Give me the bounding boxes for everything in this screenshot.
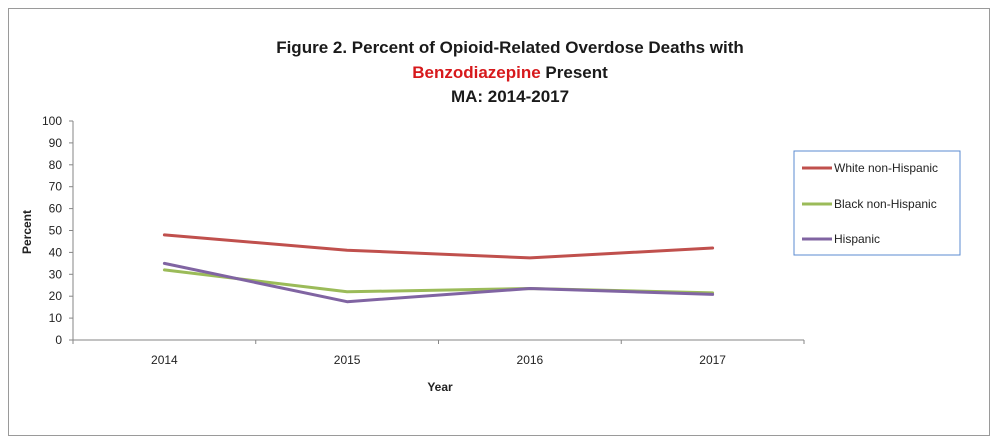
y-tick-label: 90 (49, 136, 63, 150)
x-axis-title: Year (427, 380, 453, 394)
y-tick-label: 100 (42, 114, 62, 128)
x-tick-label: 2017 (699, 353, 726, 367)
x-tick-label: 2016 (517, 353, 544, 367)
y-tick-label: 40 (49, 245, 63, 259)
y-tick-label: 80 (49, 158, 63, 172)
y-axis-title: Percent (20, 210, 34, 254)
legend: White non-Hispanic Black non-Hispanic Hisp… (793, 150, 961, 256)
legend-label-white-non-hispanic: White non-Hispanic (834, 161, 938, 175)
y-tick-label: 0 (55, 333, 62, 347)
legend-label-hispanic: Hispanic (834, 232, 880, 246)
chart-title-line-3: MA: 2014-2017 (451, 87, 569, 106)
y-tick-label: 50 (49, 224, 63, 238)
x-tick-label: 2015 (334, 353, 361, 367)
chart-title-line-2: Benzodiazepine Present (412, 63, 608, 82)
y-tick-label: 70 (49, 180, 63, 194)
x-axis-ticks: 2014 2015 2016 2017 (72, 340, 805, 367)
chart-title-line-1: Figure 2. Percent of Opioid-Related Over… (276, 38, 744, 57)
y-tick-label: 60 (49, 202, 63, 216)
x-tick-label: 2014 (151, 353, 178, 367)
y-tick-label: 10 (49, 311, 63, 325)
series-lines (162, 233, 715, 304)
series-line-white-non-hispanic (162, 233, 715, 260)
y-tick-label: 30 (49, 267, 63, 281)
y-tick-label: 20 (49, 289, 63, 303)
series-line-hispanic (162, 261, 715, 304)
chart-title-highlight: Benzodiazepine (412, 63, 540, 82)
legend-label-black-non-hispanic: Black non-Hispanic (834, 197, 937, 211)
chart-title-line-2-rest: Present (541, 63, 608, 82)
y-axis-ticks: 0 10 20 30 40 50 60 70 80 90 100 (42, 114, 73, 347)
